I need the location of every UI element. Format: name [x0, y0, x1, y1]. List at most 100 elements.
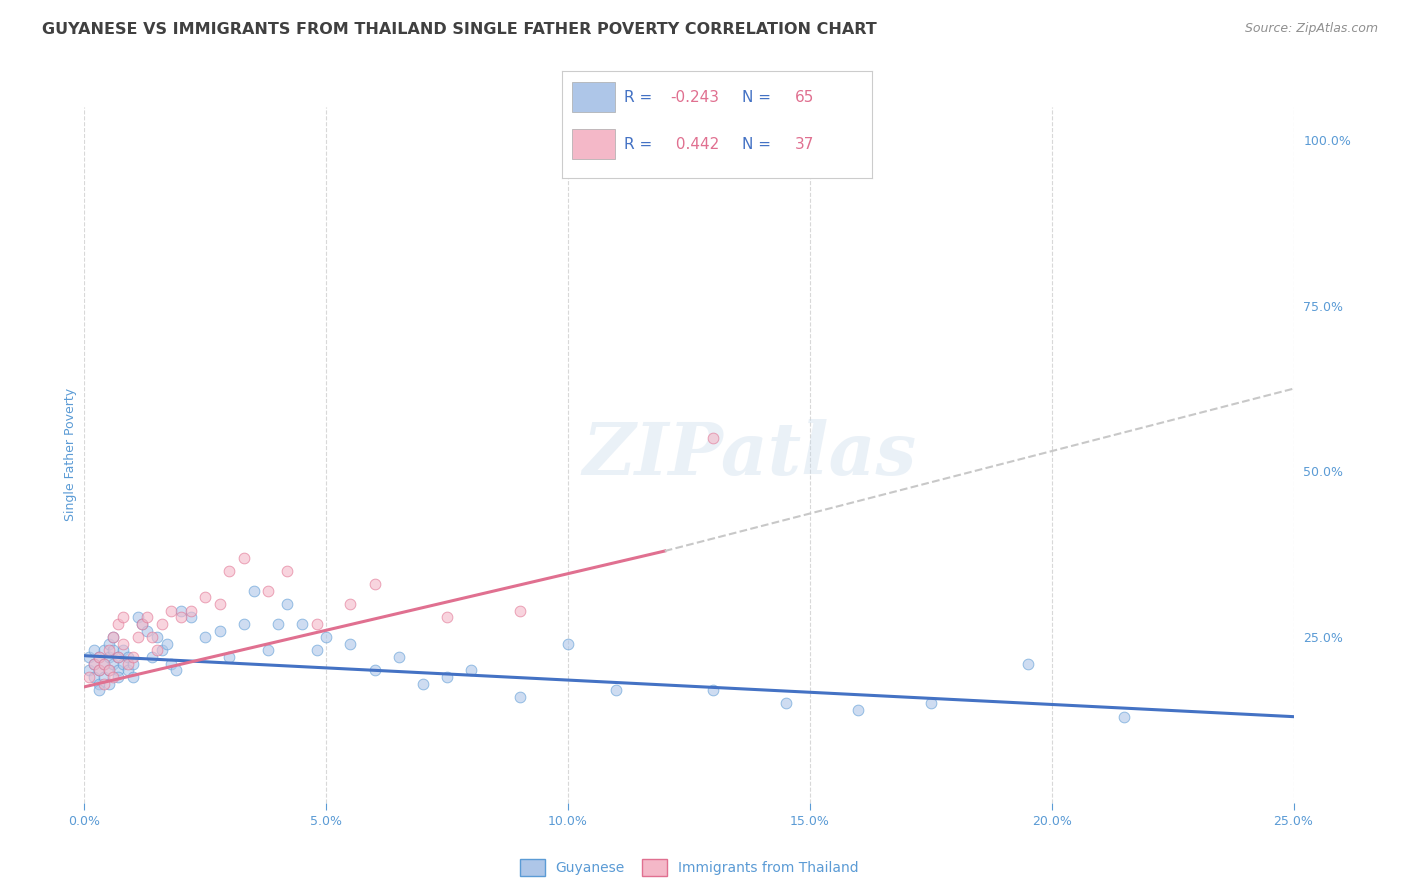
- Point: [208, 597, 231, 611]
- Point: [87, 676, 110, 690]
- Point: [315, 630, 337, 644]
- Legend: Guyanese, Immigrants from Thailand: Guyanese, Immigrants from Thailand: [520, 859, 858, 876]
- Point: [97, 637, 120, 651]
- Point: [180, 610, 202, 624]
- Point: [87, 650, 110, 665]
- Point: [107, 650, 129, 665]
- Point: [97, 663, 120, 677]
- Point: [97, 663, 120, 677]
- Point: [267, 616, 290, 631]
- Point: [77, 650, 100, 665]
- Point: [436, 610, 458, 624]
- Text: 37: 37: [794, 136, 814, 152]
- Point: [180, 604, 202, 618]
- Point: [146, 630, 169, 644]
- Point: [93, 643, 115, 657]
- Point: [775, 697, 797, 711]
- Point: [170, 610, 193, 624]
- Point: [257, 643, 280, 657]
- Point: [77, 670, 100, 684]
- Point: [218, 650, 240, 665]
- Point: [339, 637, 361, 651]
- Point: [276, 597, 298, 611]
- Point: [87, 663, 110, 677]
- Point: [242, 583, 264, 598]
- Point: [83, 657, 105, 671]
- Point: [155, 637, 177, 651]
- Text: R =: R =: [624, 89, 658, 104]
- Point: [87, 650, 110, 665]
- Point: [112, 637, 135, 651]
- Point: [920, 697, 942, 711]
- Point: [305, 643, 328, 657]
- Point: [121, 670, 143, 684]
- Point: [233, 616, 256, 631]
- Point: [93, 657, 115, 671]
- Point: [97, 650, 120, 665]
- Point: [77, 663, 100, 677]
- Point: [117, 650, 139, 665]
- Point: [112, 610, 135, 624]
- Point: [127, 610, 149, 624]
- Point: [150, 643, 173, 657]
- Text: R =: R =: [624, 136, 658, 152]
- Point: [83, 670, 105, 684]
- Point: [557, 637, 579, 651]
- Point: [218, 564, 240, 578]
- Point: [146, 643, 169, 657]
- Point: [103, 670, 125, 684]
- Point: [1114, 709, 1136, 723]
- Point: [103, 630, 125, 644]
- Point: [103, 657, 125, 671]
- Point: [97, 676, 120, 690]
- Point: [87, 683, 110, 698]
- Point: [127, 630, 149, 644]
- Point: [141, 650, 163, 665]
- Point: [93, 676, 115, 690]
- Point: [112, 657, 135, 671]
- Point: [846, 703, 869, 717]
- Text: 65: 65: [794, 89, 814, 104]
- Bar: [572, 129, 614, 159]
- Point: [160, 604, 183, 618]
- Point: [121, 650, 143, 665]
- Point: [150, 616, 173, 631]
- Point: [107, 663, 129, 677]
- Point: [291, 616, 314, 631]
- Point: [412, 676, 434, 690]
- Bar: [572, 82, 614, 112]
- Point: [87, 663, 110, 677]
- Point: [83, 657, 105, 671]
- Point: [141, 630, 163, 644]
- Point: [121, 657, 143, 671]
- Point: [93, 670, 115, 684]
- Point: [305, 616, 328, 631]
- Text: GUYANESE VS IMMIGRANTS FROM THAILAND SINGLE FATHER POVERTY CORRELATION CHART: GUYANESE VS IMMIGRANTS FROM THAILAND SIN…: [42, 22, 877, 37]
- Y-axis label: Single Father Poverty: Single Father Poverty: [65, 388, 77, 522]
- Point: [165, 663, 187, 677]
- Point: [460, 663, 482, 677]
- Point: [194, 591, 217, 605]
- Point: [363, 577, 385, 591]
- Point: [605, 683, 627, 698]
- Point: [107, 616, 129, 631]
- Point: [131, 616, 153, 631]
- Point: [136, 624, 159, 638]
- Point: [131, 616, 153, 631]
- Point: [339, 597, 361, 611]
- Point: [136, 610, 159, 624]
- Point: [112, 643, 135, 657]
- Point: [107, 670, 129, 684]
- Point: [702, 683, 724, 698]
- Point: [208, 624, 231, 638]
- Point: [160, 657, 183, 671]
- Point: [117, 657, 139, 671]
- Point: [233, 550, 256, 565]
- Point: [117, 663, 139, 677]
- Point: [103, 630, 125, 644]
- Point: [436, 670, 458, 684]
- Text: Source: ZipAtlas.com: Source: ZipAtlas.com: [1244, 22, 1378, 36]
- Point: [194, 630, 217, 644]
- Point: [107, 650, 129, 665]
- Point: [1017, 657, 1039, 671]
